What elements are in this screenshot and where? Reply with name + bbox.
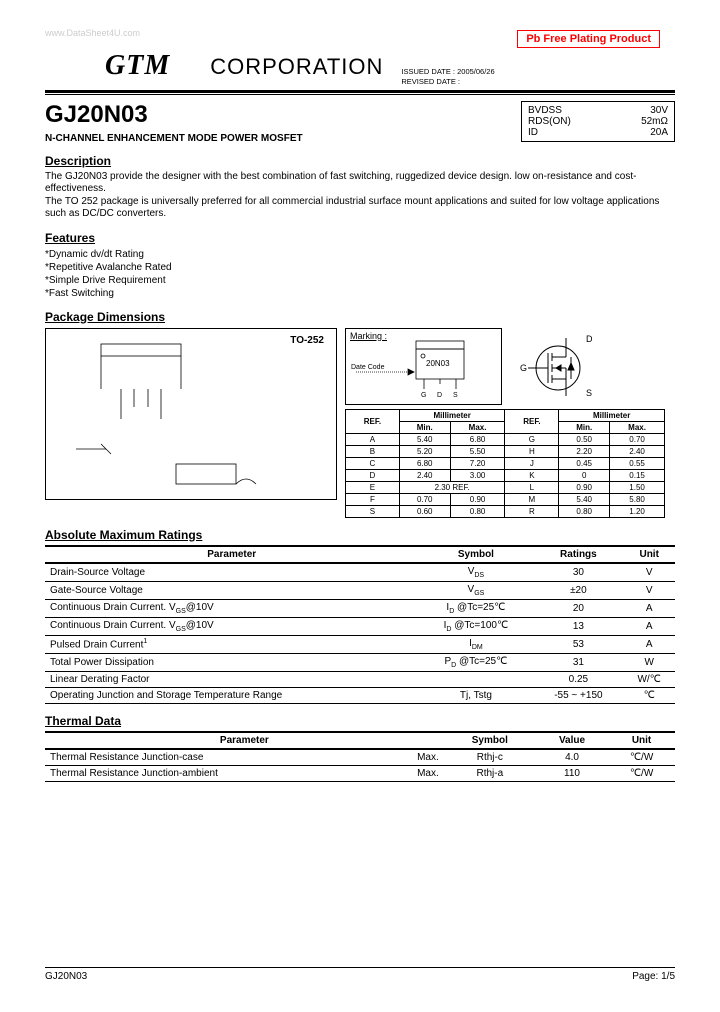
package-drawing-box: TO-252 (45, 328, 337, 500)
product-type: N-CHANNEL ENHANCEMENT MODE POWER MOSFET (45, 133, 303, 144)
mosfet-symbol: D G S (508, 328, 608, 403)
pin-g: G (421, 392, 426, 399)
company-logo-text: GTM (105, 50, 170, 82)
absolute-max-table: ParameterSymbolRatingsUnitDrain-Source V… (45, 545, 675, 704)
package-outline-svg (46, 329, 336, 499)
absolute-max-heading: Absolute Maximum Ratings (45, 528, 675, 542)
company-name: CORPORATION (210, 54, 383, 80)
thermal-data-heading: Thermal Data (45, 714, 675, 728)
features-heading: Features (45, 231, 675, 245)
page-footer: GJ20N03 Page: 1/5 (45, 967, 675, 982)
description-heading: Description (45, 154, 675, 168)
key-specs-box: BVDSS30VRDS(ON)52mΩID20A (521, 101, 675, 142)
date-block: ISSUED DATE : 2005/06/26 REVISED DATE : (401, 67, 494, 87)
marking-diagram: Marking : 20N03 Dat (345, 328, 502, 405)
pin-d: D (437, 392, 442, 399)
description-text: The GJ20N03 provide the designer with th… (45, 171, 675, 221)
issued-label: ISSUED DATE : (401, 67, 455, 76)
thermal-table: ParameterSymbolValueUnitThermal Resistan… (45, 731, 675, 782)
sym-s: S (586, 388, 592, 398)
company-header: GTM CORPORATION ISSUED DATE : 2005/06/26… (45, 50, 675, 87)
watermark-text: www.DataSheet4U.com (45, 28, 140, 38)
sym-g: G (520, 363, 527, 373)
revised-label: REVISED DATE : (401, 77, 494, 87)
header-rule-thick (45, 90, 675, 93)
features-list: *Dynamic dv/dt Rating*Repetitive Avalanc… (45, 248, 675, 300)
pb-free-badge: Pb Free Plating Product (517, 30, 660, 48)
dimension-table: REF.MillimeterREF.MillimeterMin.Max.Min.… (345, 409, 665, 518)
footer-part: GJ20N03 (45, 971, 87, 982)
issued-date: 2005/06/26 (457, 67, 495, 76)
package-dimensions-heading: Package Dimensions (45, 310, 675, 324)
pin-s: S (453, 392, 458, 399)
date-code-label: Date Code (351, 364, 385, 371)
marking-part-text: 20N03 (426, 359, 450, 368)
sym-d: D (586, 334, 593, 344)
part-number: GJ20N03 (45, 101, 303, 129)
header-rule-thin (45, 94, 675, 95)
footer-page: Page: 1/5 (632, 971, 675, 982)
